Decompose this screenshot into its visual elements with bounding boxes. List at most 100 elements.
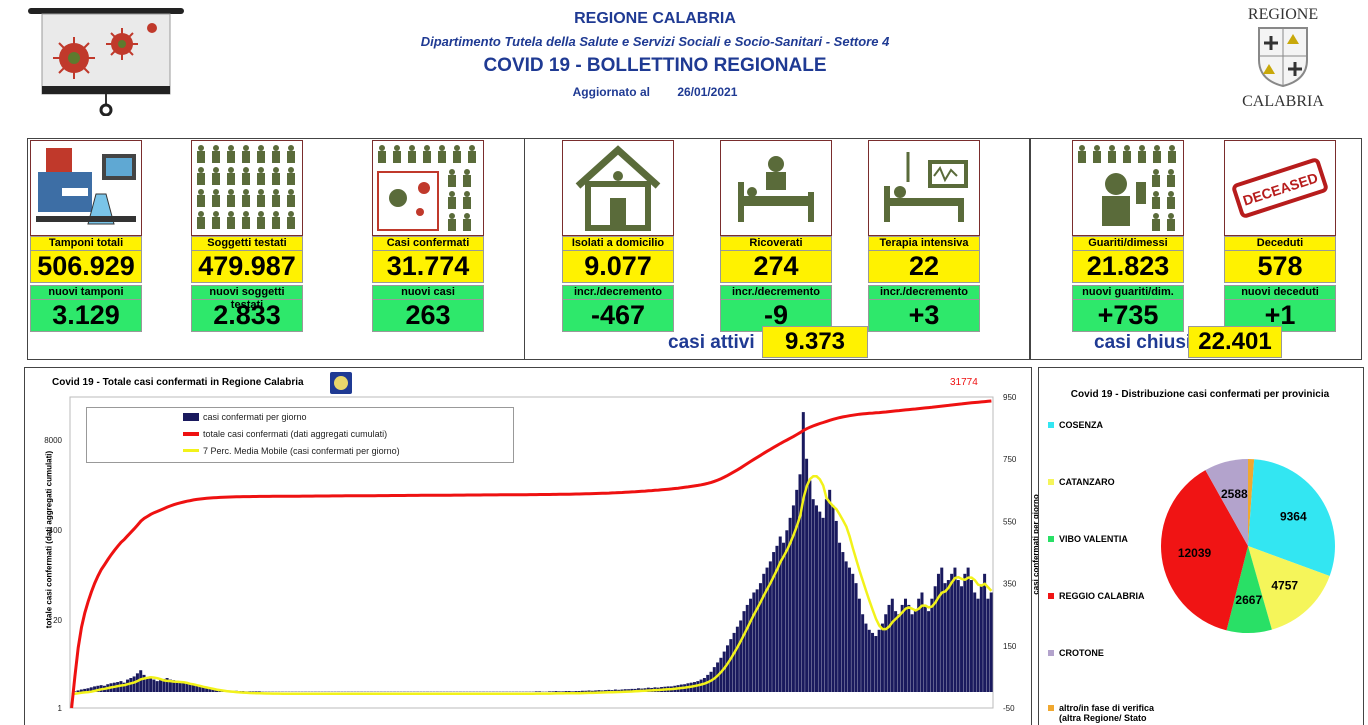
daily-bar bbox=[930, 599, 933, 692]
daily-bar bbox=[897, 614, 900, 692]
y-left-tick: 8000 bbox=[44, 436, 62, 445]
daily-bar bbox=[891, 599, 894, 692]
legend-color-swatch bbox=[1048, 479, 1054, 485]
daily-bar bbox=[841, 552, 844, 692]
daily-bar bbox=[739, 620, 742, 692]
daily-bar bbox=[845, 561, 848, 692]
pie-value-label: 12039 bbox=[1178, 546, 1212, 560]
daily-bar bbox=[855, 583, 858, 692]
daily-bar bbox=[960, 586, 963, 692]
daily-bar bbox=[914, 611, 917, 692]
legend-color-swatch bbox=[1048, 593, 1054, 599]
legend-color-swatch bbox=[1048, 705, 1054, 711]
daily-bar bbox=[568, 691, 571, 692]
y-right-tick: 750 bbox=[1003, 455, 1017, 464]
daily-bar bbox=[927, 611, 930, 692]
daily-bar bbox=[179, 682, 182, 692]
daily-bar bbox=[746, 605, 749, 692]
y-left-tick: 1 bbox=[58, 704, 63, 713]
y-right-tick: 950 bbox=[1003, 393, 1017, 402]
daily-bar bbox=[924, 605, 927, 692]
daily-bar bbox=[77, 690, 80, 692]
daily-bar bbox=[578, 691, 581, 692]
cases-chart-legend: casi confermati per giorno totale casi c… bbox=[86, 407, 514, 463]
daily-bar bbox=[848, 568, 851, 692]
daily-bar bbox=[838, 543, 841, 692]
daily-bar bbox=[736, 627, 739, 692]
daily-bar bbox=[726, 645, 729, 692]
daily-bar bbox=[548, 691, 551, 692]
daily-bar bbox=[861, 614, 864, 692]
daily-bar bbox=[555, 691, 558, 692]
daily-bar bbox=[195, 686, 198, 692]
y-right-tick: 550 bbox=[1003, 517, 1017, 526]
daily-bar bbox=[149, 676, 152, 692]
daily-bar bbox=[970, 580, 973, 692]
daily-bar bbox=[182, 683, 185, 692]
daily-bar bbox=[907, 605, 910, 692]
daily-bar bbox=[825, 499, 828, 692]
daily-bar bbox=[950, 574, 953, 692]
daily-bar bbox=[911, 614, 914, 692]
daily-bar bbox=[255, 691, 258, 692]
daily-bar bbox=[818, 512, 821, 692]
daily-bar bbox=[185, 683, 188, 692]
legend-item-daily: casi confermati per giorno bbox=[87, 408, 513, 425]
pie-legend-item: altro/in fase di verifica (altra Regione… bbox=[1048, 703, 1167, 723]
legend-color-swatch bbox=[1048, 422, 1054, 428]
daily-bar bbox=[963, 574, 966, 692]
daily-bar bbox=[802, 412, 805, 692]
daily-bar bbox=[828, 490, 831, 692]
daily-bar bbox=[146, 678, 149, 692]
pie-legend-item: CROTONE bbox=[1048, 648, 1167, 658]
daily-bar bbox=[983, 574, 986, 692]
daily-bar bbox=[986, 599, 989, 692]
pie-value-label: 2667 bbox=[1235, 593, 1262, 607]
pie-legend-label: COSENZA bbox=[1059, 420, 1167, 430]
daily-bar bbox=[871, 633, 874, 692]
daily-bar bbox=[888, 605, 891, 692]
legend-color-swatch bbox=[1048, 650, 1054, 656]
daily-bar bbox=[944, 583, 947, 692]
daily-bar bbox=[957, 580, 960, 692]
pie-value-label: 4757 bbox=[1271, 579, 1298, 593]
daily-bar bbox=[835, 521, 838, 692]
pie-value-label: 2588 bbox=[1221, 487, 1248, 501]
daily-bar bbox=[812, 499, 815, 692]
daily-bar bbox=[878, 630, 881, 692]
daily-bar bbox=[815, 505, 818, 692]
pie-legend-label: VIBO VALENTIA bbox=[1059, 534, 1167, 544]
daily-bar bbox=[894, 611, 897, 692]
daily-bar bbox=[723, 652, 726, 692]
daily-bar bbox=[937, 574, 940, 692]
daily-bar bbox=[864, 624, 867, 692]
daily-bar bbox=[858, 599, 861, 692]
daily-bar bbox=[159, 680, 162, 692]
province-pie-chart: 359936447572667120392588 bbox=[1158, 458, 1338, 638]
daily-bar bbox=[733, 633, 736, 692]
daily-bar bbox=[558, 691, 561, 692]
daily-bar bbox=[973, 592, 976, 692]
daily-bar bbox=[574, 691, 577, 692]
pie-legend-label: altro/in fase di verifica (altra Regione… bbox=[1059, 703, 1167, 723]
legend-item-moving-average: 7 Perc. Media Mobile (casi confermati pe… bbox=[87, 442, 513, 459]
daily-bar bbox=[564, 691, 567, 692]
pie-legend-label: REGGIO CALABRIA bbox=[1059, 591, 1167, 601]
y-right-tick: 150 bbox=[1003, 642, 1017, 651]
daily-bar bbox=[729, 639, 732, 692]
daily-bar bbox=[947, 580, 950, 692]
pie-value-label: 9364 bbox=[1280, 510, 1307, 524]
daily-bar bbox=[538, 691, 541, 692]
daily-bar bbox=[808, 481, 811, 692]
y-left-tick: 20 bbox=[53, 616, 62, 625]
daily-bar bbox=[940, 568, 943, 692]
daily-bar bbox=[884, 614, 887, 692]
y-right-tick: -50 bbox=[1003, 704, 1015, 713]
daily-bar bbox=[742, 611, 745, 692]
daily-bar bbox=[868, 630, 871, 692]
daily-bar bbox=[571, 691, 574, 692]
daily-bar bbox=[901, 605, 904, 692]
pie-legend-item: CATANZARO bbox=[1048, 477, 1167, 487]
daily-bar bbox=[990, 592, 993, 692]
daily-bar bbox=[152, 680, 155, 692]
